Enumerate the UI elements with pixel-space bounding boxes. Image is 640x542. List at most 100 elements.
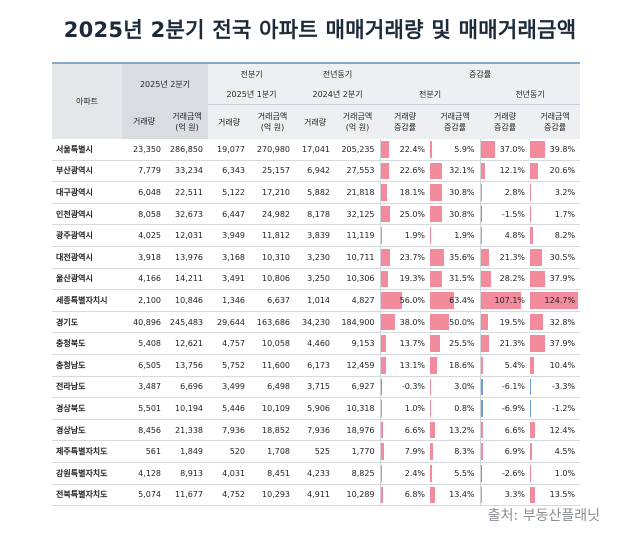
cell-vq1: 3,949 <box>208 224 251 247</box>
rate-label: 21.3% <box>499 339 526 349</box>
cell-v25: 23,350 <box>122 139 166 161</box>
rate-label: 32.1% <box>449 166 475 176</box>
region-name: 서울특별시 <box>52 139 122 161</box>
rate-bar <box>530 421 535 439</box>
rate-label: 30.8% <box>449 187 475 197</box>
cell-v24: 3,839 <box>295 224 336 247</box>
rate-cell-ry_a: 37.9% <box>530 268 581 291</box>
cell-v25: 561 <box>122 440 166 463</box>
rate-cell-ry_a: 4.5% <box>530 440 581 463</box>
cell-vq1: 19,077 <box>208 139 251 161</box>
cell-a25: 10,846 <box>166 289 209 312</box>
rate-label: 2.8% <box>504 187 526 197</box>
rate-cell-rq_a: 35.6% <box>430 246 481 269</box>
rate-label: 1.0% <box>404 403 426 413</box>
rate-label: 13.5% <box>549 490 576 500</box>
rate-cell-rq_a: 30.8% <box>430 203 481 226</box>
chart-title: 2025년 2분기 전국 아파트 매매거래량 및 매매거래금액 <box>63 18 577 42</box>
region-name: 대전광역시 <box>52 246 122 269</box>
rate-label: 22.6% <box>399 166 426 176</box>
table-row: 부산광역시 7,779 33,234 6,343 25,157 6,942 27,553 22… <box>52 160 581 183</box>
rate-cell-rq_v: 13.7% <box>379 332 431 355</box>
rate-bar <box>381 205 391 223</box>
cell-vq1: 5,752 <box>208 354 251 377</box>
rate-bar <box>381 486 384 504</box>
cell-vq1: 3,168 <box>208 246 251 269</box>
rate-cell-rq_a: 5.5% <box>430 462 481 485</box>
rate-label: 28.2% <box>499 274 526 284</box>
rate-bar <box>430 162 443 180</box>
rate-cell-ry_v: -6.1% <box>479 376 531 399</box>
cell-v25: 4,166 <box>122 268 166 291</box>
rate-bar <box>430 421 436 439</box>
cell-aq1: 6,498 <box>250 376 296 399</box>
cell-aq1: 24,982 <box>250 203 296 226</box>
rate-cell-rq_v: 1.0% <box>379 397 431 420</box>
table-row: 광주광역시 4,025 12,031 3,949 11,812 3,839 11,119 1.… <box>52 224 581 247</box>
rate-label: -3.3% <box>551 382 576 392</box>
rate-cell-rq_a: 50.0% <box>430 311 481 334</box>
region-name: 경상남도 <box>52 419 122 442</box>
header-volume-current: 거래량 <box>122 104 166 139</box>
rate-bar <box>381 162 390 180</box>
cell-vq1: 3,499 <box>208 376 251 399</box>
cell-aq1: 25,157 <box>250 160 296 183</box>
rate-bar <box>481 184 482 201</box>
rate-label: 25.5% <box>449 339 475 349</box>
rate-cell-rq_a: 8.3% <box>430 440 481 463</box>
rate-label: 107.1% <box>494 295 526 305</box>
rate-bar <box>481 227 483 244</box>
rate-bar <box>430 356 438 374</box>
cell-a25: 12,621 <box>166 332 209 355</box>
rate-label: 18.6% <box>449 360 475 370</box>
rate-label: 56.0% <box>399 295 426 305</box>
cell-a25: 14,211 <box>166 268 209 291</box>
rate-label: 124.7% <box>544 295 576 305</box>
rate-bar <box>430 335 440 352</box>
region-name: 울산광역시 <box>52 268 122 291</box>
table-row: 전북특별자치도 5,074 11,677 4,752 10,293 4,911 10,289… <box>52 484 581 507</box>
rate-bar <box>481 248 489 266</box>
rate-cell-ry_v: -1.5% <box>479 203 531 226</box>
cell-aq1: 11,600 <box>250 354 296 377</box>
cell-v24: 4,233 <box>295 462 336 485</box>
rate-label: 39.8% <box>549 144 576 154</box>
region-name: 전북특별자치도 <box>52 484 122 507</box>
rate-label: 30.5% <box>549 252 576 262</box>
header-prev-year-sub: 2024년 2분기 <box>295 85 381 105</box>
cell-aq1: 10,058 <box>250 332 296 355</box>
table-row: 전라남도 3,487 6,696 3,499 6,498 3,715 6,927 -0.3% 3… <box>52 376 581 399</box>
cell-a24: 9,153 <box>335 332 381 355</box>
header-amount-prev-quarter: 거래금액 (억 원) <box>250 104 296 139</box>
rate-cell-rq_a: 5.9% <box>430 139 481 161</box>
rate-cell-rq_a: 13.4% <box>430 484 481 507</box>
rate-bar <box>481 486 482 504</box>
rate-label: 37.9% <box>549 274 576 284</box>
rate-bar <box>381 421 384 439</box>
table-row: 세종특별자치시 2,100 10,846 1,346 6,637 1,014 4,827 56… <box>52 289 581 312</box>
rate-label: 5.4% <box>504 360 526 370</box>
rate-bar <box>481 335 489 352</box>
rate-cell-ry_v: 19.5% <box>479 311 531 334</box>
cell-aq1: 8,451 <box>250 462 296 485</box>
rate-bar <box>381 292 402 309</box>
cell-vq1: 4,757 <box>208 332 251 355</box>
rate-label: 12.1% <box>499 166 526 176</box>
rate-bar <box>430 486 436 504</box>
region-name: 경기도 <box>52 311 122 334</box>
cell-v25: 3,487 <box>122 376 166 399</box>
rate-bar <box>430 464 433 482</box>
region-name: 경상북도 <box>52 397 122 420</box>
cell-vq1: 6,343 <box>208 160 251 183</box>
rate-bar <box>381 141 390 158</box>
cell-vq1: 3,491 <box>208 268 251 291</box>
rate-cell-rq_v: 19.3% <box>379 268 431 291</box>
rate-bar <box>530 270 545 288</box>
cell-aq1: 163,686 <box>250 311 296 334</box>
rate-label: 1.9% <box>454 231 475 241</box>
rate-cell-rq_v: 56.0% <box>379 289 431 312</box>
cell-v24: 4,911 <box>295 484 336 507</box>
header-amount-rate-year: 거래금액 증감률 <box>530 104 581 139</box>
rate-bar <box>481 443 484 460</box>
header-amount-rate-quarter-text: 거래금액 증감률 <box>440 112 470 132</box>
